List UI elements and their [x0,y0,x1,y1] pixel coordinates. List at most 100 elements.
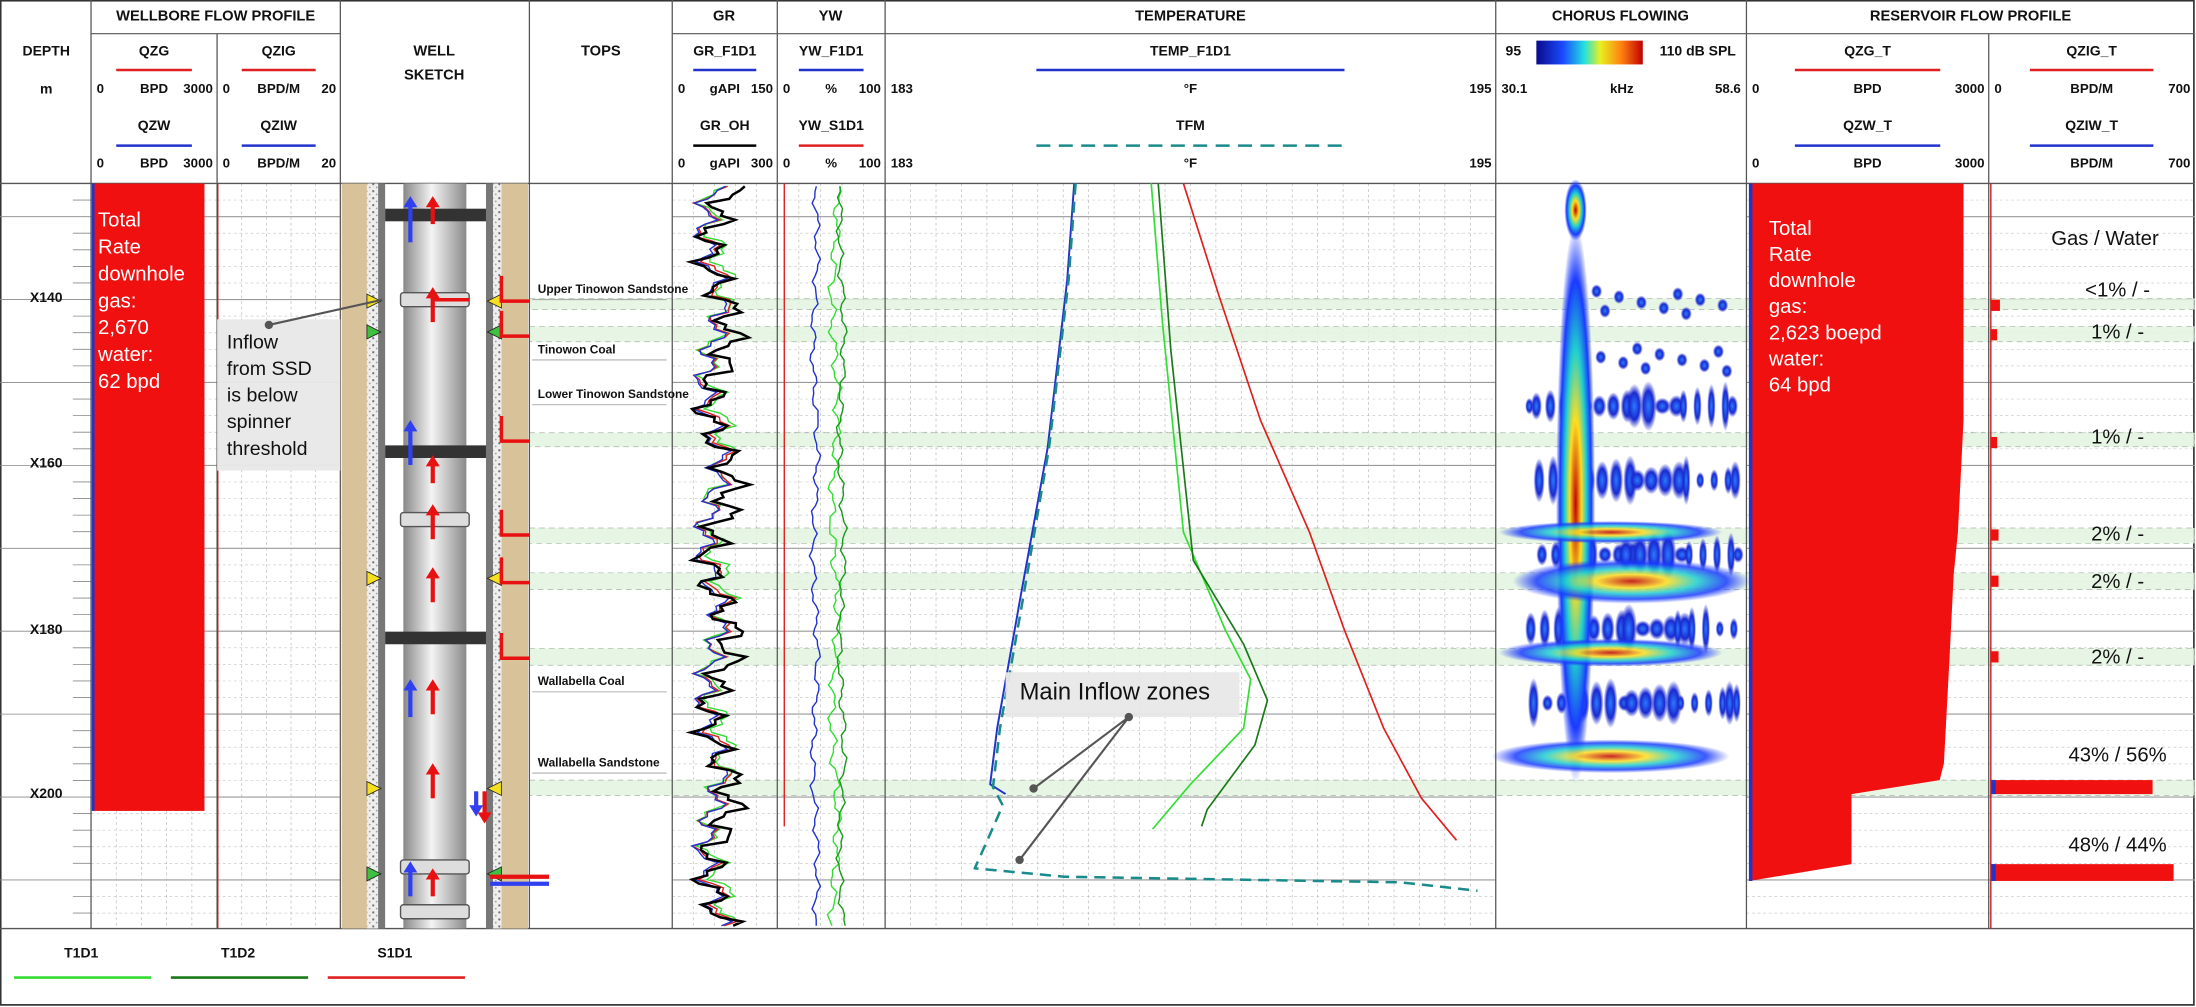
label: 0 [97,81,104,96]
flow-arrow-head [425,196,440,208]
noise-blob [1710,469,1719,492]
inflow-bar [1991,651,1999,663]
label: 195 [1469,155,1492,170]
label: 0 [678,155,685,170]
noise-blob [1628,469,1646,492]
noise-blob [1625,383,1643,429]
noise-blob [1693,386,1702,426]
noise-blob [1724,680,1736,726]
label: gas: [1769,296,1807,318]
noise-blob [1527,677,1540,729]
perforation [366,570,382,587]
label: 150 [751,81,773,96]
label: CHORUS FLOWING [1552,9,1689,25]
label: 3000 [1955,155,1985,170]
noise-blob [1715,620,1725,638]
label: 3000 [183,81,213,96]
noise-blob [1694,292,1706,307]
noise-blob [1592,394,1607,418]
label: BPD/M [2070,155,2113,170]
label: BPD/M [2070,81,2113,96]
packer [385,631,486,645]
label: 2% / - [2091,647,2144,669]
label: °F [1184,81,1197,96]
flow-arrow-head [425,679,440,691]
label: 1% / - [2091,427,2144,449]
noise-blob [1717,298,1729,313]
inflow-arrow [499,557,530,585]
noise-blob [1726,532,1736,578]
noise-blob [1525,612,1537,646]
label: T1D2 [221,944,255,960]
noise-blob [1595,460,1610,500]
noise-blob [1658,301,1670,316]
label: WELL [413,44,455,60]
noise-blob [1536,543,1548,566]
label: 1% / - [2091,322,2144,344]
label: QZW [138,117,171,133]
label: YW_F1D1 [799,43,864,59]
noise-blob [1679,389,1688,423]
noise-blob [1589,680,1604,726]
leader-dot [264,320,274,330]
noise-band [1498,521,1723,544]
noise-band [1491,739,1730,774]
label: Tinowon Coal [538,342,616,356]
label: GR_OH [700,117,750,133]
flow-arrow-head [425,504,440,516]
inflow-water [1991,864,1996,881]
label: Rate [98,237,141,259]
noise-core [1564,179,1587,241]
chorus-map [1491,179,1751,785]
noise-blob [1639,380,1657,432]
flow-arrow-head [403,196,418,208]
noise-blob [1654,397,1671,415]
noise-blob [1651,683,1669,723]
label: QZIW_T [2065,117,2118,133]
label: downhole [98,263,185,285]
label: water: [97,344,153,366]
label: BPD [140,155,168,170]
perforation [486,780,502,797]
label: DEPTH [22,43,69,59]
perforation [366,780,382,797]
label: 0 [97,155,104,170]
label: Inflow [227,331,279,353]
noise-blob [1676,352,1688,367]
label: downhole [1769,270,1856,292]
label: QZG [139,43,169,59]
label: 0 [1752,155,1759,170]
label: % [825,155,837,170]
noise-blob [1682,455,1691,506]
noise-blob [1642,466,1660,495]
label: Gas / Water [2051,228,2159,250]
flow-arrow-head [403,420,418,432]
label: 0 [223,155,230,170]
label: WELLBORE FLOW PROFILE [116,9,315,25]
noise-band [1498,638,1723,667]
flow-arrow-head [425,455,440,467]
flow-arrow-head [403,861,418,873]
label: T1D1 [64,944,98,960]
temp-s1d1 [1182,183,1458,841]
inflow-bar [1991,529,1999,541]
noise-blob [1729,617,1739,641]
perforation [366,866,382,882]
label: TFM [1176,117,1205,133]
noise-blob [1687,606,1697,652]
inflow-water [1991,780,1996,795]
label: 0 [783,81,790,96]
noise-blob [1539,609,1551,649]
temp-t1d2 [1157,183,1269,827]
noise-blob [1600,612,1615,646]
formation [341,183,367,929]
flow-arrow-head [477,812,492,824]
connector [399,904,470,920]
perforation [366,324,382,340]
noise-blob [1673,609,1683,649]
label: 48% / 44% [2068,834,2166,856]
inflow-arrow [499,310,530,338]
noise-blob [1631,341,1643,356]
label: QZW_T [1843,117,1892,133]
label: TEMP_F1D1 [1150,43,1231,59]
